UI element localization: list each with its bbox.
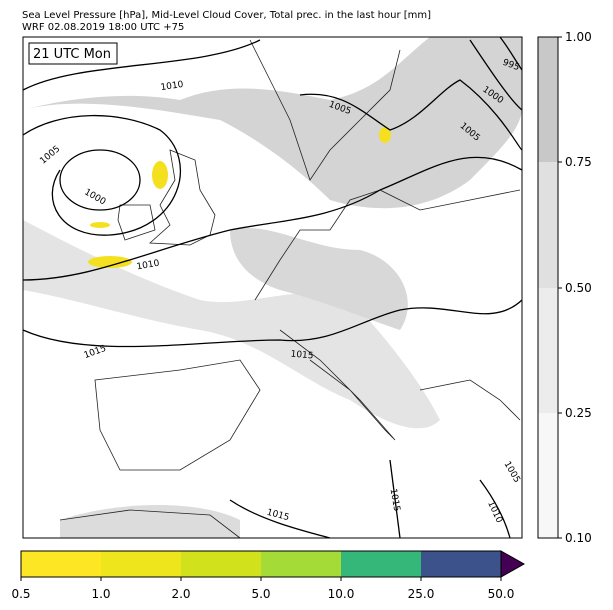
colorbar-tick-label: 10.0 bbox=[328, 587, 355, 601]
colorbar-segment bbox=[181, 551, 261, 577]
colorbar-tick-label: 0.10 bbox=[565, 531, 592, 545]
colorbar-tick-label: 1.0 bbox=[91, 587, 110, 601]
colorbar-segment bbox=[538, 37, 558, 162]
isobars bbox=[22, 36, 523, 539]
colorbar-tick-label: 50.0 bbox=[488, 587, 515, 601]
colorbar-tick-label: 0.5 bbox=[11, 587, 30, 601]
colorbar-tick-label: 0.25 bbox=[565, 406, 592, 420]
time-label: 21 UTC Mon bbox=[33, 47, 111, 62]
colorbar-segment bbox=[261, 551, 341, 577]
title-line: Sea Level Pressure [hPa], Mid-Level Clou… bbox=[22, 10, 431, 21]
contour-label: 1010 bbox=[160, 80, 184, 93]
subtitle-line: WRF 02.08.2019 18:00 UTC +75 bbox=[22, 22, 184, 33]
contour-label: 1015 bbox=[388, 488, 402, 512]
colorbar-tick-label: 5.0 bbox=[251, 587, 270, 601]
colorbar-segment bbox=[538, 288, 558, 413]
cloud-colorbar: 0.10 0.25 0.50 0.75 1.00 bbox=[537, 30, 592, 545]
contour-label: 1015 bbox=[290, 350, 314, 362]
cloud-area bbox=[23, 37, 522, 209]
colorbar-extension bbox=[500, 550, 526, 578]
colorbar-tick-label: 0.50 bbox=[565, 281, 592, 295]
coastlines bbox=[59, 39, 521, 539]
precip-colorbar: 0.5 1.0 2.0 5.0 10.0 25.0 50.0 bbox=[11, 550, 526, 601]
colorbar-tick-label: 25.0 bbox=[408, 587, 435, 601]
colorbar-tick-label: 0.75 bbox=[565, 155, 592, 169]
time-label-box bbox=[28, 42, 118, 65]
colorbar-segment bbox=[421, 551, 501, 577]
colorbar-segment bbox=[341, 551, 421, 577]
cloud-area bbox=[230, 227, 408, 330]
colorbar-segment bbox=[538, 162, 558, 288]
contour-label: 1010 bbox=[136, 259, 161, 273]
colorbar-segment bbox=[101, 551, 181, 577]
precip-patches bbox=[88, 127, 391, 268]
colorbar-segment bbox=[538, 413, 558, 538]
map-frame bbox=[22, 36, 523, 539]
colorbar-tick-label: 1.00 bbox=[565, 30, 592, 44]
colorbar-tick-label: 2.0 bbox=[171, 587, 190, 601]
colorbar-segment bbox=[21, 551, 101, 577]
